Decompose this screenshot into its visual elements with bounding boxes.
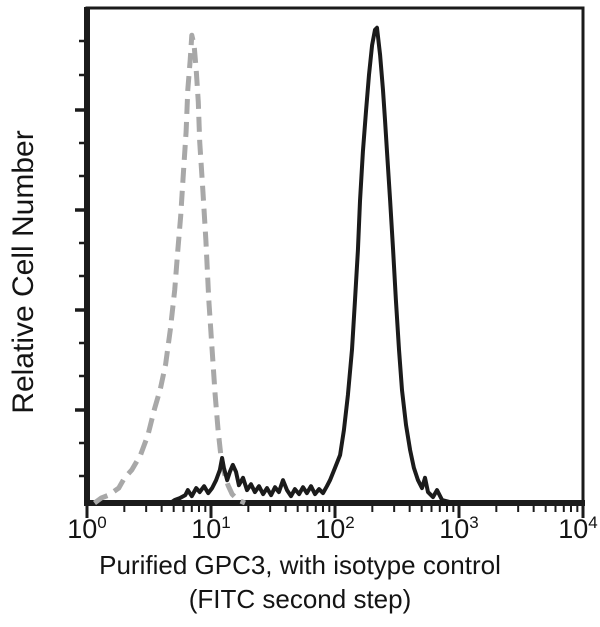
x-axis-caption: Purified GPC3, with isotype control (FIT… bbox=[0, 548, 600, 616]
y-axis-label: Relative Cell Number bbox=[7, 130, 40, 414]
x-tick-label-10e4: 104 bbox=[558, 513, 598, 544]
x-axis-caption-line1: Purified GPC3, with isotype control bbox=[99, 550, 501, 580]
gpc3-curve bbox=[169, 25, 461, 505]
x-tick-label-10e3: 103 bbox=[439, 513, 479, 544]
plot-frame bbox=[85, 6, 585, 505]
x-axis-caption-line2: (FITC second step) bbox=[188, 584, 412, 614]
isotype-control-curve bbox=[93, 32, 246, 506]
x-tick-label-10e0: 100 bbox=[67, 513, 107, 544]
x-tick-label-10e1: 101 bbox=[191, 513, 231, 544]
x-tick-label-10e2: 102 bbox=[315, 513, 355, 544]
